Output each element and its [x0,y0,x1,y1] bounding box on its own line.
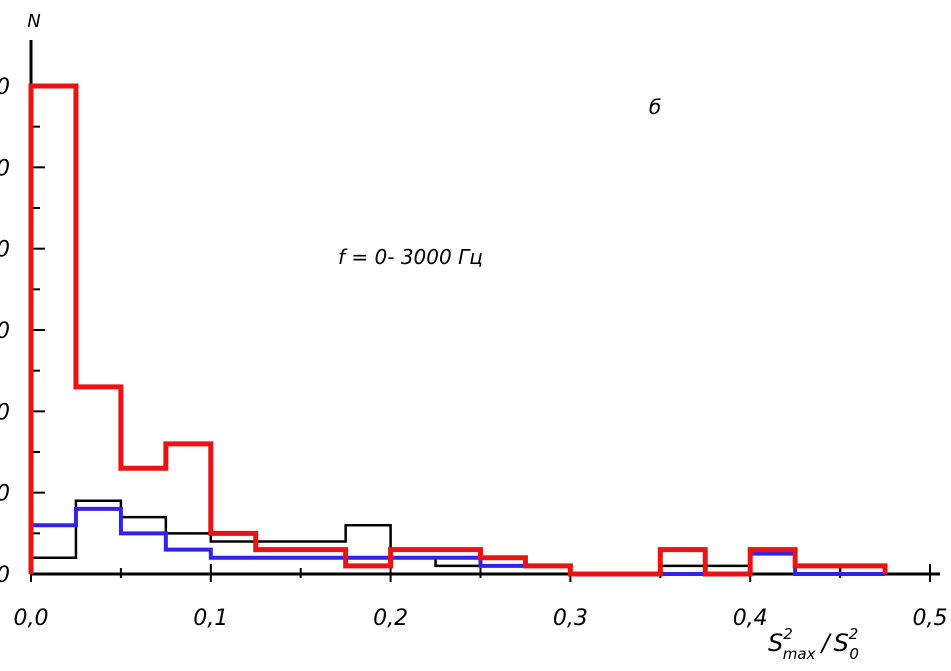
x-tick-label: 0,1 [193,606,228,631]
x-axis-label-slash: / [819,629,832,657]
x-axis-label-base2: S [834,629,849,657]
x-tick-label: 0,4 [733,606,768,631]
axes: 00000000,00,10,20,30,40,5 [0,40,948,631]
y-tick-label: 0 [0,400,10,425]
y-tick-label: 0 [0,563,10,588]
x-tick-label: 0,2 [373,606,408,631]
y-tick-label: 0 [0,238,10,263]
x-axis-label-sup: 2 [783,625,793,643]
histogram-series-1 [29,499,886,576]
y-tick-label: 0 [0,482,10,507]
x-axis-label: S2 max / S2 0 [768,625,859,663]
histogram-series-3 [28,83,888,577]
frequency-annotation: f = 0- 3000 Гц [338,245,483,269]
x-tick-label: 0,5 [913,606,948,631]
y-axis-label: N [27,11,40,32]
y-tick-label: 0 [0,75,10,100]
labels: N б f = 0- 3000 Гц S2 max / S2 0 [27,11,859,663]
y-tick-label: 0 [0,156,10,181]
x-tick-label: 0,0 [14,606,49,631]
series-layer [28,83,888,577]
panel-label: б [649,95,661,119]
x-axis-label-sup2: 2 [849,625,859,643]
x-axis-label-base: S [768,629,783,657]
x-axis-label-sub2: 0 [849,645,859,663]
histogram-series-2 [29,506,886,576]
x-tick-label: 0,3 [553,606,588,631]
y-tick-label: 0 [0,319,10,344]
x-axis-label-sub: max [783,645,816,663]
